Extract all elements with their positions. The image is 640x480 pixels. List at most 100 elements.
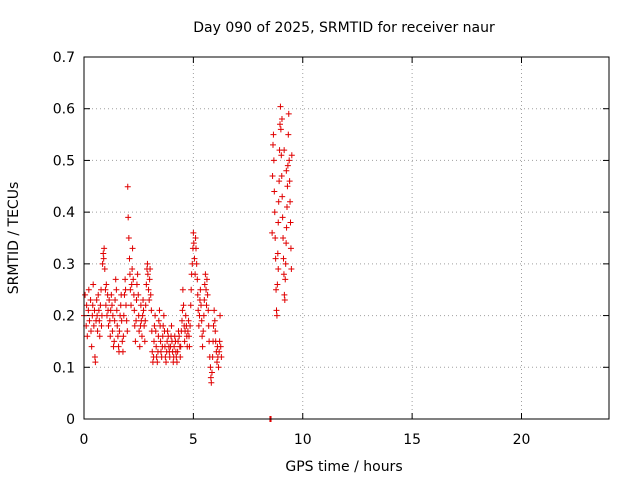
data-point [82,291,89,298]
data-point [217,343,224,350]
data-point [184,328,191,335]
data-point [207,364,214,371]
data-point [156,307,163,314]
x-tick-label: 0 [80,432,89,448]
data-point [110,343,117,350]
data-point [102,286,109,293]
data-point [111,338,118,345]
data-point [273,312,280,319]
data-point [125,235,132,241]
data-point [278,152,285,159]
data-points [81,103,295,422]
data-point [287,219,294,226]
data-point [126,255,133,262]
data-point [182,312,189,319]
data-point [215,364,222,371]
data-point [269,229,276,236]
data-point [90,281,97,288]
data-point [84,333,91,340]
data-point [103,281,110,288]
data-point [148,307,155,314]
data-point [275,198,282,205]
data-point [141,322,148,329]
gridlines [84,57,609,419]
y-tick-label: 0 [66,412,75,428]
data-point [157,338,164,345]
data-point [119,348,126,355]
data-point [141,338,148,345]
data-point [211,317,218,324]
data-point [153,343,160,350]
data-point [173,359,180,366]
x-tick-label: 5 [189,432,198,448]
data-point [180,302,187,309]
y-tick-label: 0.5 [53,153,75,169]
data-point [117,302,124,309]
data-point [195,322,202,329]
data-point [139,312,146,319]
data-point [163,359,170,366]
data-point [281,291,288,298]
data-point [131,307,138,314]
data-point [129,266,136,273]
data-point [277,121,283,128]
data-point [126,271,133,278]
data-point [273,307,280,314]
data-point [93,297,100,304]
data-point [179,307,186,314]
data-point [269,172,276,179]
data-point [275,266,282,273]
data-point [282,276,289,283]
data-point [285,110,292,117]
data-point [142,317,149,324]
data-point [179,286,186,293]
data-point [284,203,290,210]
data-point [209,353,216,360]
data-point [105,322,112,329]
y-tick-label: 0.4 [53,205,75,221]
data-point [85,286,92,293]
chart-title: Day 090 of 2025, SRMTID for receiver nau… [193,20,495,36]
data-point [108,291,115,298]
data-point [107,307,114,314]
y-tick-label: 0.2 [53,309,75,325]
data-point [154,359,161,366]
data-point [271,188,278,195]
data-point [207,374,214,381]
data-point [124,183,131,190]
data-point [282,260,289,267]
data-point [191,255,198,262]
x-tick-label: 10 [294,432,312,448]
data-point [200,328,207,335]
data-point [92,359,99,366]
data-point [160,312,167,319]
y-tick-label: 0.6 [53,102,75,118]
data-point [85,307,92,314]
data-point [286,178,293,185]
data-point [270,131,277,138]
data-point [112,276,119,283]
axis-ticks: 0 0.1 0.2 0.3 0.4 0.5 0.6 0.7 0 5 10 15 20 [53,50,609,448]
data-point [100,255,107,262]
data-point [288,152,295,159]
data-point [89,302,96,309]
data-point [278,116,285,123]
data-point [116,328,123,335]
data-point [187,322,194,329]
data-point [136,328,143,335]
data-point [135,291,142,298]
data-point [136,343,143,350]
data-point [185,317,192,324]
data-point [113,286,120,293]
data-point [133,317,140,324]
x-tick-label: 20 [513,432,531,448]
data-point [142,302,149,309]
data-point [202,271,209,278]
data-point [200,312,207,319]
data-point [114,333,121,340]
data-point [194,276,201,283]
data-point [208,379,215,386]
data-point [181,338,188,345]
data-point [190,240,197,247]
data-point [143,281,150,288]
